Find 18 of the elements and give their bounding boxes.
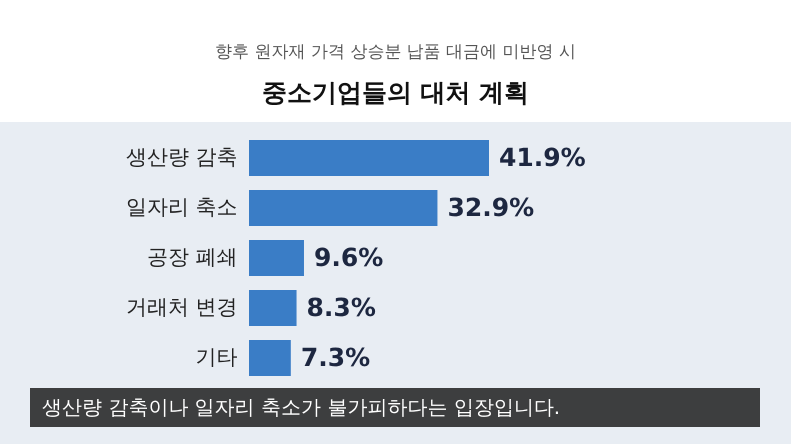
data-label: 41.9% (499, 143, 586, 172)
y-tick-label: 일자리 축소 (126, 195, 238, 219)
bar (249, 340, 291, 376)
chart-subtitle: 향후 원자재 가격 상승분 납품 대금에 미반영 시 (214, 41, 577, 63)
text: 생산량 감축이나 일자리 축소가 불가피하다는 입장입니다. (30, 388, 760, 427)
data-label: 9.6% (314, 243, 384, 272)
bar (249, 290, 297, 326)
bar (249, 190, 438, 226)
y-tick-label: 생산량 감축 (126, 145, 238, 169)
data-label: 32.9% (447, 193, 534, 222)
data-label: 7.3% (300, 343, 370, 372)
y-tick-label: 기타 (196, 345, 238, 369)
y-tick-label: 공장 폐쇄 (146, 245, 238, 269)
data-label: 8.3% (306, 293, 376, 322)
y-tick-label: 거래처 변경 (126, 295, 238, 319)
bar (249, 140, 489, 176)
chart-title: 중소기업들의 대처 계획 (260, 77, 530, 109)
bar (249, 240, 304, 276)
